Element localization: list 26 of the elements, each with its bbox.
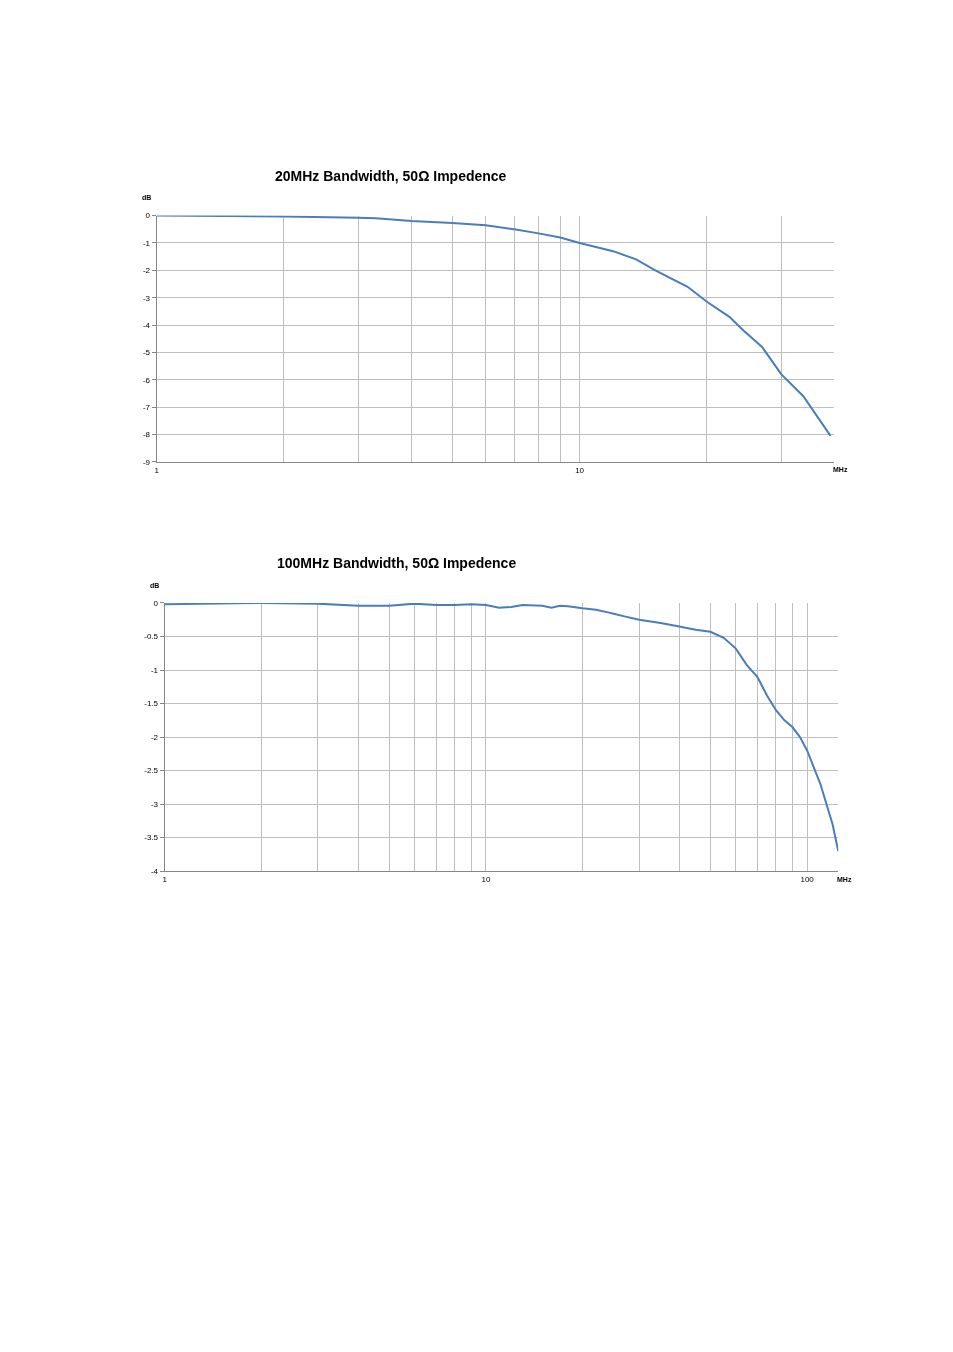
x-tick-label: 100 (800, 874, 815, 884)
y-tick-label: -4 (142, 320, 151, 330)
y-tick-label: -1.5 (144, 699, 159, 709)
x-tick-label: 1 (154, 465, 160, 475)
y-tick-label: -3.5 (144, 833, 159, 843)
y-tick-label: -9 (142, 457, 151, 467)
y-tick-label: -2 (150, 732, 159, 742)
y-tick-label: -0.5 (144, 632, 159, 642)
y-tick-label: -8 (142, 430, 151, 440)
y-tick-label: -7 (142, 402, 151, 412)
y-tick-label: -4 (150, 866, 159, 876)
y-tick-label: -1 (150, 665, 159, 675)
x-tick-label: 10 (575, 465, 585, 475)
chart-title: 20MHz Bandwidth, 50Ω Impedence (275, 168, 507, 184)
y-tick-label: 0 (145, 211, 151, 221)
y-tick-label: -2.5 (144, 766, 159, 776)
x-tick-label: 1 (162, 874, 168, 884)
y-tick-label: 0 (153, 598, 159, 608)
y-tick-label: -3 (142, 293, 151, 303)
chart-title: 100MHz Bandwidth, 50Ω Impedence (277, 555, 517, 571)
y-tick-label: -2 (142, 266, 151, 276)
y-tick-label: -3 (150, 799, 159, 809)
y-tick-label: -1 (142, 238, 151, 248)
x-tick-label: 10 (481, 874, 491, 884)
y-tick-label: -5 (142, 348, 151, 358)
y-tick-label: -6 (142, 375, 151, 385)
